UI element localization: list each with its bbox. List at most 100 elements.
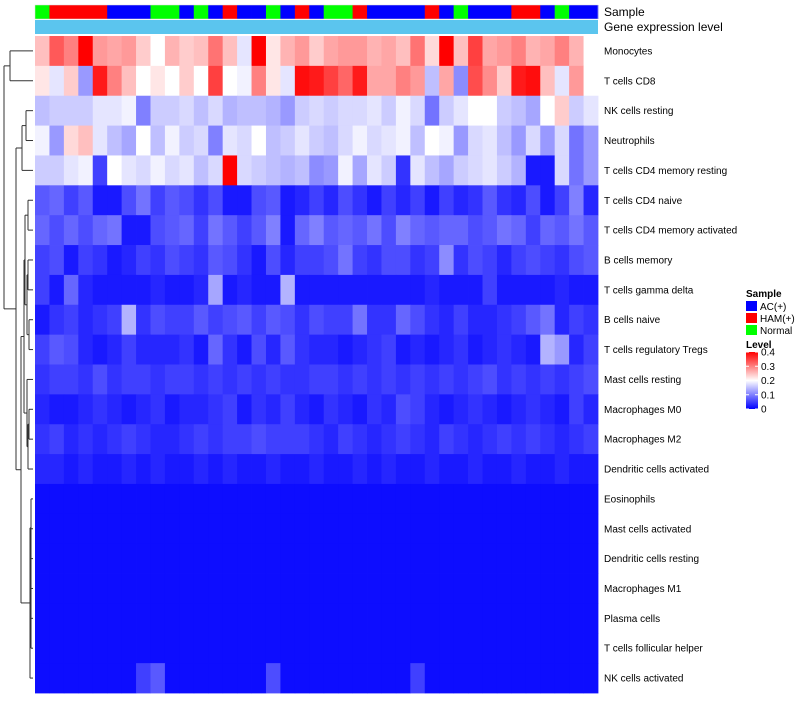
heatmap-cell bbox=[381, 513, 397, 545]
row-label: NK cells activated bbox=[604, 674, 683, 685]
heatmap-cell bbox=[309, 573, 325, 604]
heatmap-cell bbox=[569, 36, 584, 67]
heatmap-cell bbox=[222, 245, 238, 276]
heatmap-cell bbox=[453, 125, 469, 156]
heatmap-cell bbox=[338, 633, 353, 664]
heatmap-cell bbox=[222, 185, 238, 216]
heatmap-cell bbox=[453, 424, 469, 455]
heatmap-cell bbox=[410, 95, 426, 126]
heatmap-cell bbox=[424, 454, 440, 485]
heatmap-cell bbox=[525, 364, 541, 395]
heatmap-cell bbox=[424, 36, 440, 67]
heatmap-cell bbox=[193, 334, 209, 365]
heatmap-cell bbox=[280, 304, 296, 336]
heatmap-cell bbox=[107, 573, 123, 604]
heatmap-cell bbox=[525, 304, 541, 336]
heatmap-cell bbox=[63, 65, 79, 97]
heatmap-cell bbox=[338, 155, 353, 186]
heatmap-cell bbox=[468, 633, 483, 664]
heatmap-cell bbox=[439, 334, 455, 365]
heatmap-cell bbox=[78, 543, 94, 574]
heatmap-cell bbox=[569, 334, 584, 365]
heatmap-cell bbox=[482, 513, 498, 545]
heatmap-cell bbox=[338, 483, 353, 515]
heatmap-cell bbox=[121, 543, 137, 574]
heatmap-cell bbox=[265, 603, 281, 634]
row-label: Dendritic cells resting bbox=[604, 554, 699, 565]
heatmap-cell bbox=[352, 603, 368, 634]
heatmap-cell bbox=[107, 603, 123, 634]
heatmap-cell bbox=[136, 334, 151, 365]
sample-annotation-cell bbox=[150, 5, 166, 19]
heatmap-cell bbox=[540, 364, 556, 395]
heatmap-cell bbox=[468, 483, 483, 515]
heatmap-cell bbox=[136, 274, 151, 306]
heatmap-cell bbox=[208, 663, 224, 694]
heatmap-cell bbox=[136, 155, 151, 186]
heatmap-cell bbox=[569, 245, 584, 276]
heatmap-cell bbox=[482, 274, 498, 306]
heatmap-cell bbox=[280, 274, 296, 306]
heatmap-cell bbox=[265, 155, 281, 186]
heatmap-cell bbox=[395, 95, 411, 126]
heatmap-cell bbox=[540, 125, 556, 156]
sample-annotation-cell bbox=[453, 5, 469, 19]
heatmap-cell bbox=[395, 424, 411, 455]
heatmap-cell bbox=[338, 95, 353, 126]
heatmap-cell bbox=[121, 155, 137, 186]
heatmap-cell bbox=[525, 185, 541, 216]
heatmap-cell bbox=[583, 513, 599, 545]
heatmap-cell bbox=[482, 245, 498, 276]
heatmap-cell bbox=[381, 573, 397, 604]
heatmap-cell bbox=[294, 543, 310, 574]
heatmap-cell bbox=[482, 155, 498, 186]
heatmap-cell bbox=[107, 394, 123, 425]
heatmap-cell bbox=[164, 424, 180, 455]
heatmap-cell bbox=[540, 663, 556, 694]
heatmap-cell bbox=[424, 573, 440, 604]
heatmap-cell bbox=[496, 483, 512, 515]
heatmap-cell bbox=[222, 633, 238, 664]
heatmap-cell bbox=[525, 245, 541, 276]
heatmap-cell bbox=[482, 633, 498, 664]
heatmap-cell bbox=[121, 215, 137, 246]
heatmap-cell bbox=[569, 424, 584, 455]
sample-annotation-cell bbox=[294, 5, 310, 19]
heatmap-cell bbox=[540, 513, 556, 545]
heatmap-cell bbox=[280, 513, 296, 545]
heatmap-cell bbox=[294, 663, 310, 694]
heatmap-cell bbox=[424, 334, 440, 365]
heatmap-cell bbox=[92, 454, 108, 485]
heatmap-cell bbox=[222, 573, 238, 604]
heatmap-cell bbox=[280, 663, 296, 694]
heatmap-cell bbox=[49, 215, 65, 246]
heatmap-cell bbox=[424, 125, 440, 156]
legend-sample-label: Normal bbox=[760, 326, 792, 337]
heatmap-cell bbox=[121, 36, 137, 67]
heatmap-cell bbox=[208, 633, 224, 664]
heatmap-cell bbox=[193, 633, 209, 664]
heatmap-cell bbox=[424, 245, 440, 276]
heatmap-cell bbox=[511, 274, 527, 306]
heatmap-cell bbox=[35, 394, 50, 425]
heatmap-cell bbox=[511, 65, 527, 97]
sample-annotation-cell bbox=[511, 5, 527, 19]
heatmap-cell bbox=[164, 454, 180, 485]
sample-annotation-cell bbox=[136, 5, 151, 19]
heatmap-cell bbox=[265, 125, 281, 156]
heatmap-cell bbox=[525, 155, 541, 186]
heatmap-cell bbox=[482, 334, 498, 365]
annotation-label: Gene expression level bbox=[604, 20, 723, 34]
heatmap-cell bbox=[164, 185, 180, 216]
heatmap-cell bbox=[49, 663, 65, 694]
sample-annotation-cell bbox=[251, 5, 267, 19]
heatmap-cell bbox=[525, 125, 541, 156]
heatmap-cell bbox=[482, 394, 498, 425]
heatmap-cell bbox=[121, 304, 137, 336]
heatmap-cell bbox=[92, 36, 108, 67]
heatmap-cell bbox=[92, 334, 108, 365]
heatmap-cell bbox=[367, 304, 382, 336]
heatmap-cell bbox=[251, 483, 267, 515]
heatmap-cell bbox=[525, 633, 541, 664]
heatmap-cell bbox=[150, 185, 166, 216]
